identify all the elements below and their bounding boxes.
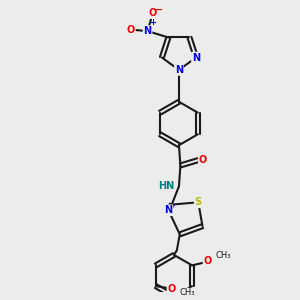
Text: O: O (148, 8, 157, 18)
Text: +: + (149, 19, 156, 28)
Text: CH₃: CH₃ (179, 288, 195, 297)
Text: N: N (192, 52, 200, 62)
Text: O: O (167, 284, 176, 293)
Text: N: N (175, 65, 183, 75)
Text: −: − (155, 5, 163, 15)
Text: S: S (195, 197, 202, 207)
Text: O: O (199, 155, 207, 165)
Text: O: O (127, 25, 135, 35)
Text: N: N (143, 26, 152, 36)
Text: CH₃: CH₃ (215, 251, 231, 260)
Text: O: O (203, 256, 212, 266)
Text: HN: HN (158, 181, 174, 191)
Text: N: N (164, 205, 172, 215)
